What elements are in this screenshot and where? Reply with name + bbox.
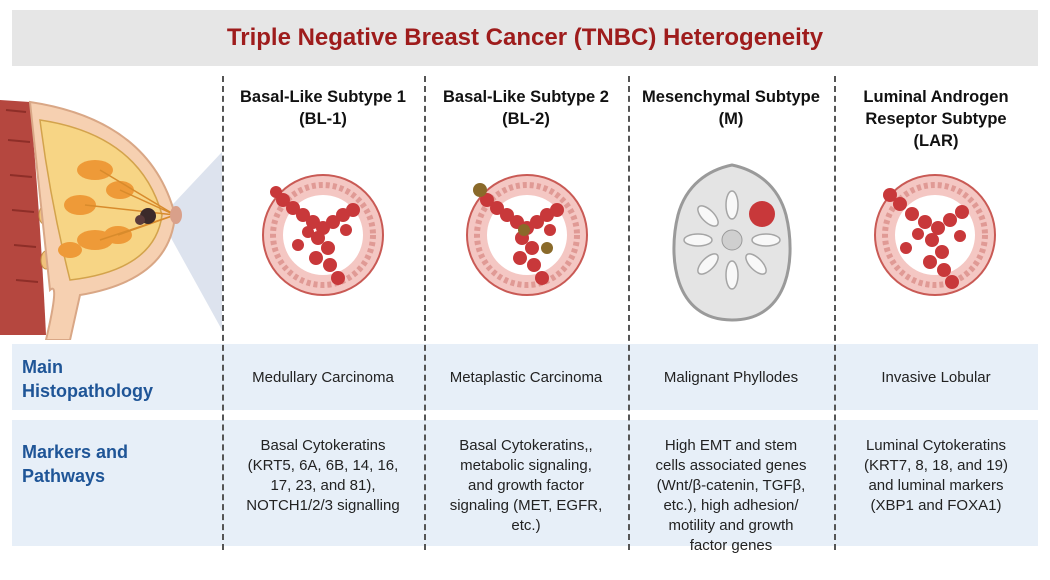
histopathology-bl1: Medullary Carcinoma xyxy=(252,368,394,386)
marker-line: etc.), high adhesion/ xyxy=(663,497,799,514)
marker-line: Basal Cytokeratins,, xyxy=(459,437,593,454)
marker-line: and luminal markers xyxy=(868,477,1004,494)
markers-band xyxy=(12,420,1038,546)
column-divider xyxy=(222,76,224,550)
title-bar: Triple Negative Breast Cancer (TNBC) Het… xyxy=(12,10,1038,66)
row-label-line: Pathways xyxy=(22,466,106,486)
subtype-abbr: (LAR) xyxy=(913,132,959,150)
header-bl1: Basal-Like Subtype 1 (BL-1) xyxy=(222,86,424,130)
marker-line: factor genes xyxy=(689,537,773,554)
subtype-name: Luminal Androgen xyxy=(863,88,1009,106)
subtype-abbr: (M) xyxy=(718,110,744,128)
marker-line: (KRT7, 8, 18, and 19) xyxy=(864,457,1008,474)
header-bl2: Basal-Like Subtype 2 (BL-2) xyxy=(424,86,628,130)
marker-line: (Wnt/β-catenin, TGFβ, xyxy=(656,477,806,494)
subtype-name: Basal-Like Subtype 1 xyxy=(240,88,406,106)
marker-line: Luminal Cytokeratins xyxy=(865,437,1007,454)
mesenchymal-tumor-illustration xyxy=(672,163,792,322)
histopathology-row-label: Main Histopathology xyxy=(22,355,153,403)
marker-line: metabolic signaling, xyxy=(460,457,592,474)
row-label-line: Markers and xyxy=(22,442,129,462)
column-divider xyxy=(628,76,630,550)
markers-bl1: Basal Cytokeratins (KRT5, 6A, 6B, 14, 16… xyxy=(222,436,424,516)
subtype-abbr: (BL-2) xyxy=(502,110,550,128)
markers-lar: Luminal Cytokeratins (KRT7, 8, 18, and 1… xyxy=(834,436,1038,516)
marker-line: and growth factor xyxy=(468,477,584,494)
row-label-line: Main xyxy=(22,357,64,377)
breast-illustration xyxy=(0,100,222,340)
marker-line: 17, 23, and 81), xyxy=(270,477,376,494)
marker-line: etc.) xyxy=(511,517,541,534)
histopathology-bl2: Metaplastic Carcinoma xyxy=(449,368,603,386)
subtype-abbr: (BL-1) xyxy=(299,110,347,128)
header-m: Mesenchymal Subtype (M) xyxy=(628,86,834,130)
bl2-tumor-illustration xyxy=(466,174,588,296)
histopathology-band xyxy=(12,344,1038,410)
bl1-tumor-illustration xyxy=(262,174,384,296)
row-label-line: Histopathology xyxy=(22,381,153,401)
marker-line: Basal Cytokeratins xyxy=(260,437,386,454)
markers-m: High EMT and stem cells associated genes… xyxy=(628,436,834,556)
marker-line: (XBP1 and FOXA1) xyxy=(870,497,1002,514)
column-divider xyxy=(424,76,426,550)
markers-bl2: Basal Cytokeratins,, metabolic signaling… xyxy=(424,436,628,536)
subtype-name-line2: Reseptor Subtype xyxy=(865,110,1007,128)
marker-line: signaling (MET, EGFR, xyxy=(449,497,603,514)
subtype-name: Mesenchymal Subtype xyxy=(642,88,820,106)
histopathology-m: Malignant Phyllodes xyxy=(663,368,799,386)
marker-line: motility and growth xyxy=(668,517,794,534)
marker-line: (KRT5, 6A, 6B, 14, 16, xyxy=(247,457,399,474)
marker-line: cells associated genes xyxy=(655,457,807,474)
marker-line: High EMT and stem xyxy=(664,437,798,454)
header-lar: Luminal Androgen Reseptor Subtype (LAR) xyxy=(834,86,1038,152)
subtype-name: Basal-Like Subtype 2 xyxy=(443,88,609,106)
diagram-title: Triple Negative Breast Cancer (TNBC) Het… xyxy=(226,24,824,51)
histopathology-lar: Invasive Lobular xyxy=(881,368,991,386)
column-divider xyxy=(834,76,836,550)
marker-line: NOTCH1/2/3 signalling xyxy=(246,497,400,514)
lar-tumor-illustration xyxy=(874,174,996,296)
markers-row-label: Markers and Pathways xyxy=(22,440,128,488)
